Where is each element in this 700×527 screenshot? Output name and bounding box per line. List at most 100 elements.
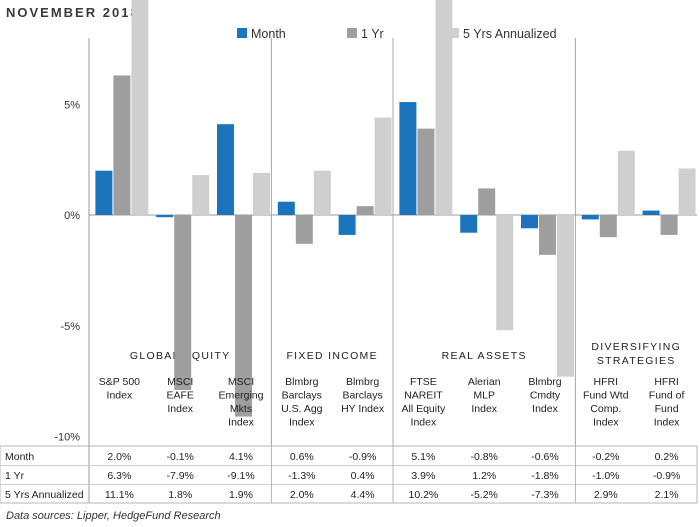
table-cell: 0.2% <box>655 451 679 463</box>
table-cell: -9.1% <box>227 470 254 482</box>
bar-1-yr <box>539 215 556 255</box>
category-label: Fund Wtd <box>583 390 629 402</box>
bar-5-yrs-annualized <box>374 117 392 215</box>
bar-5-yrs-annualized <box>131 0 149 216</box>
chart-title: NOVEMBER 2018 <box>6 5 140 20</box>
category-label: Blmbrg <box>528 376 561 388</box>
bar-month <box>642 210 660 215</box>
table-cell: -0.9% <box>349 451 376 463</box>
table-cell: 2.9% <box>594 489 618 501</box>
y-tick-label: 0% <box>64 210 80 222</box>
category-label: Index <box>532 403 558 415</box>
table-cell: 0.6% <box>290 451 314 463</box>
table-cell: 1.8% <box>168 489 192 501</box>
bar-month <box>156 215 174 218</box>
table-cell: -7.3% <box>531 489 558 501</box>
table-cell: 4.4% <box>351 489 375 501</box>
group-label: DIVERSIFYING <box>591 341 681 353</box>
table-cell: -0.2% <box>592 451 619 463</box>
table-cell: -1.0% <box>592 470 619 482</box>
table-row-label: Month <box>5 451 34 463</box>
table-cell: 0.4% <box>351 470 375 482</box>
bar-1-yr <box>235 215 252 417</box>
category-label: Index <box>471 403 497 415</box>
bar-5-yrs-annualized <box>496 215 514 331</box>
category-label: HFRI <box>594 376 619 388</box>
category-label: Index <box>167 403 193 415</box>
table-cell: 6.3% <box>107 470 131 482</box>
legend-swatch <box>449 28 459 38</box>
category-label: S&P 500 <box>99 376 140 388</box>
category-label: All Equity <box>402 403 447 415</box>
bar-1-yr <box>295 215 313 244</box>
bar-month <box>521 215 538 229</box>
bar-month <box>95 170 113 215</box>
category-label: FTSE <box>410 376 437 388</box>
bar-month <box>277 201 295 215</box>
category-label: HFRI <box>654 376 679 388</box>
bar-1-yr <box>113 75 131 215</box>
bar-1-yr <box>417 128 435 215</box>
table-cell: -1.3% <box>288 470 315 482</box>
legend-label: Month <box>251 27 286 41</box>
table-cell: 3.9% <box>411 470 435 482</box>
table-cell: -7.9% <box>166 470 193 482</box>
y-tick-label: 10% <box>58 0 80 1</box>
table-cell: -1.8% <box>531 470 558 482</box>
legend-label: 1 Yr <box>361 27 384 41</box>
table-cell: 2.0% <box>107 451 131 463</box>
table-cell: -0.8% <box>470 451 497 463</box>
bar-month <box>581 215 599 220</box>
category-label: Alerian <box>468 376 501 388</box>
category-label: Comp. <box>590 403 621 415</box>
category-label: Index <box>411 417 437 429</box>
bar-5-yrs-annualized <box>253 172 270 215</box>
table-cell: 1.9% <box>229 489 253 501</box>
bar-month <box>399 102 417 215</box>
table-cell: 4.1% <box>229 451 253 463</box>
legend-swatch <box>237 28 247 38</box>
group-label: STRATEGIES <box>597 355 676 367</box>
legend-swatch <box>347 28 357 38</box>
data-source-note: Data sources: Lipper, HedgeFund Research <box>6 510 221 522</box>
bar-5-yrs-annualized <box>435 0 453 215</box>
category-label: Cmdty <box>530 390 561 402</box>
category-label: Index <box>654 417 680 429</box>
table-cell: -0.9% <box>653 470 680 482</box>
table-cell: -0.1% <box>166 451 193 463</box>
category-label: NAREIT <box>404 390 443 402</box>
bar-5-yrs-annualized <box>313 170 331 215</box>
table-cell: -5.2% <box>470 489 497 501</box>
table-row-label: 5 Yrs Annualized <box>5 489 84 501</box>
table-cell: 2.0% <box>290 489 314 501</box>
table-cell: -0.6% <box>531 451 558 463</box>
bar-1-yr <box>356 206 374 215</box>
category-label: Index <box>107 390 133 402</box>
category-label: Fund of <box>649 390 685 402</box>
table-cell: 2.1% <box>655 489 679 501</box>
category-label: EAFE <box>166 390 193 402</box>
bar-5-yrs-annualized <box>557 215 574 377</box>
category-label: Index <box>228 417 254 429</box>
group-label: FIXED INCOME <box>286 350 377 362</box>
bar-month <box>460 215 478 233</box>
category-label: Barclays <box>282 390 322 402</box>
bar-5-yrs-annualized <box>617 150 635 215</box>
category-label: MSCI <box>167 376 193 388</box>
category-label: MLP <box>473 390 495 402</box>
bar-5-yrs-annualized <box>192 175 210 215</box>
category-label: Blmbrg <box>346 376 379 388</box>
y-tick-label: 5% <box>64 99 80 111</box>
category-label: Barclays <box>342 390 382 402</box>
category-label: Index <box>289 417 315 429</box>
category-label: U.S. Agg <box>281 403 323 415</box>
bar-month <box>338 215 356 235</box>
bar-5-yrs-annualized <box>678 168 696 215</box>
bar-1-yr <box>660 215 678 235</box>
bar-1-yr <box>174 215 192 390</box>
category-label: HY Index <box>341 403 385 415</box>
bar-month <box>217 124 234 215</box>
category-label: Fund <box>655 403 679 415</box>
category-label: Index <box>593 417 619 429</box>
